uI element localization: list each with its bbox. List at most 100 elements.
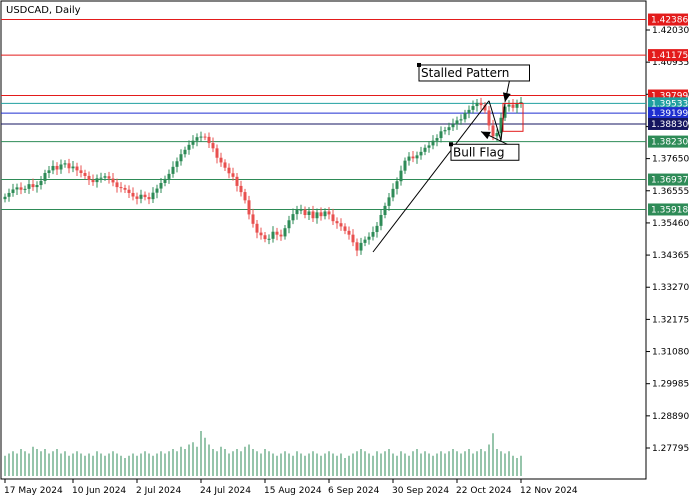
- candle-body: [215, 148, 219, 158]
- candle-body: [359, 242, 363, 251]
- candle-body: [183, 149, 187, 155]
- candle-body: [103, 176, 107, 178]
- candle-body: [415, 155, 419, 159]
- flag-line: [488, 100, 502, 141]
- level-price-label: 1.39533: [651, 99, 688, 109]
- candle-body: [7, 192, 11, 197]
- drawings: Stalled Pattern Bull Flag: [372, 62, 530, 253]
- annotation-anchor: [417, 62, 421, 67]
- candle-body: [319, 212, 323, 217]
- y-tick-label: 1.27795: [652, 444, 689, 454]
- x-tick-label: 10 Jun 2024: [72, 486, 126, 496]
- candle-body: [291, 214, 295, 221]
- candle-body: [27, 184, 31, 189]
- level-price-label: 1.41175: [651, 51, 688, 61]
- candle-body: [255, 223, 259, 233]
- stalled-box: [502, 102, 524, 132]
- level-price-tag: [648, 203, 688, 216]
- x-tick-label: 6 Sep 2024: [328, 486, 380, 496]
- candle-body: [267, 238, 271, 240]
- volume-bars: [4, 431, 522, 476]
- candle-body: [475, 102, 479, 107]
- y-tick-label: 1.34365: [652, 251, 689, 261]
- candle-body: [235, 176, 239, 186]
- candle-body: [99, 177, 103, 179]
- candle-body: [339, 223, 343, 227]
- candle-body: [3, 196, 7, 200]
- x-tick-label: 30 Sep 2024: [392, 486, 449, 496]
- x-tick-label: 12 Nov 2024: [520, 486, 578, 496]
- level-price-tag: [648, 107, 688, 120]
- candle-body: [51, 165, 55, 171]
- y-tick-label: 1.37650: [652, 155, 689, 165]
- candle-body: [251, 214, 255, 224]
- candle-body: [67, 163, 71, 169]
- candle-body: [335, 221, 339, 224]
- level-price-label: 1.42386: [651, 16, 688, 26]
- level-price-label: 1.39199: [651, 109, 688, 119]
- candle-body: [483, 105, 487, 111]
- candle-body: [191, 140, 195, 145]
- annotation-label: Bull Flag: [453, 145, 505, 159]
- candle-body: [403, 160, 407, 171]
- candle-body: [47, 170, 51, 174]
- candle-body: [395, 181, 399, 189]
- candle-body: [75, 166, 79, 171]
- candle-body: [243, 192, 247, 201]
- x-tick-label: 15 Aug 2024: [264, 486, 322, 496]
- candle-body: [303, 209, 307, 215]
- candle-body: [275, 231, 279, 235]
- candle-body: [447, 127, 451, 131]
- candle-body: [107, 176, 111, 179]
- candle-body: [187, 144, 191, 150]
- candle-body: [299, 209, 303, 211]
- candle-body: [279, 234, 283, 237]
- candle-body: [327, 211, 331, 215]
- time-axis: 17 May 2024 10 Jun 2024 2 Jul 2024 24 Jul 2…: [4, 479, 578, 496]
- y-tick-label: 1.31080: [652, 348, 689, 358]
- y-tick-label: 1.28890: [652, 412, 689, 422]
- annotation-label: Stalled Pattern: [421, 66, 509, 80]
- candle-body: [95, 178, 99, 183]
- candle-body: [259, 232, 263, 236]
- candle-body: [111, 178, 115, 183]
- candle-body: [135, 196, 139, 199]
- candle-body: [119, 187, 123, 189]
- candle-body: [31, 184, 35, 188]
- candle-body: [323, 211, 327, 217]
- candle-body: [167, 173, 171, 179]
- candle-body: [231, 173, 235, 177]
- candle-body: [155, 188, 159, 193]
- candlesticks: [3, 96, 523, 257]
- candle-body: [355, 242, 359, 251]
- candle-body: [295, 209, 299, 215]
- candle-body: [227, 167, 231, 174]
- candle-body: [203, 136, 207, 138]
- trend-line: [372, 100, 490, 253]
- candle-body: [79, 170, 83, 174]
- candle-body: [71, 166, 75, 169]
- x-tick-label: 24 Jul 2024: [200, 486, 251, 496]
- candle-body: [379, 214, 383, 226]
- candle-body: [435, 138, 439, 141]
- candle-body: [219, 157, 223, 163]
- candle-body: [427, 145, 431, 148]
- level-price-label: 1.38230: [651, 138, 688, 148]
- candle-body: [131, 192, 135, 197]
- candle-body: [307, 211, 311, 215]
- candle-body: [171, 166, 175, 174]
- candle-body: [55, 165, 59, 170]
- price-levels: [1, 19, 646, 210]
- candle-body: [455, 120, 459, 125]
- candle-body: [311, 211, 315, 219]
- candle-body: [503, 106, 507, 118]
- candle-body: [15, 187, 19, 190]
- candle-body: [439, 131, 443, 139]
- candle-body: [431, 140, 435, 146]
- candle-body: [35, 185, 39, 188]
- y-tick-label: 1.35460: [652, 219, 689, 229]
- candle-body: [123, 187, 127, 190]
- candle-body: [491, 125, 495, 137]
- candle-body: [515, 103, 519, 108]
- candle-body: [423, 147, 427, 152]
